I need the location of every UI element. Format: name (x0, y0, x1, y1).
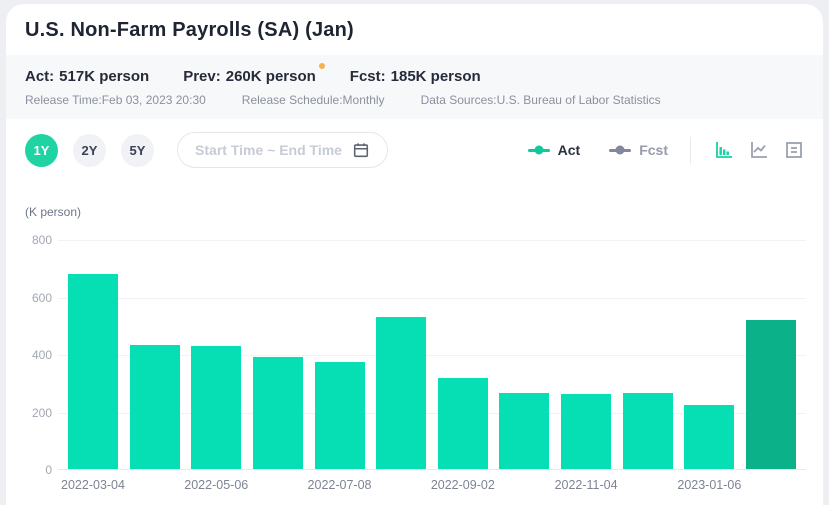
bar-chart-icon[interactable] (713, 139, 735, 161)
y-tick-600: 600 (31, 290, 52, 305)
gridline-800 (58, 240, 806, 241)
legend-item-fcst[interactable]: Fcst (609, 142, 668, 158)
calendar-icon (352, 141, 370, 159)
stat-previous-value: 260K person (225, 68, 316, 85)
legend-act-label: Act (557, 142, 581, 158)
card-header: U.S. Non-Farm Payrolls (SA) (Jan) (6, 4, 823, 55)
chart-controls: 1Y 2Y 5Y Start Time ~ End Time Act Fcs (25, 132, 805, 168)
line-chart-icon[interactable] (748, 139, 770, 161)
stat-actual-value: 517K person (59, 68, 150, 85)
chart-legend: Act Fcst (527, 142, 668, 158)
y-axis-tick-labels: 0 200 400 600 800 (6, 233, 52, 477)
y-axis-unit-label: (K person) (25, 205, 82, 219)
bar-2023-01-06[interactable] (684, 404, 735, 469)
bar-index-9[interactable] (622, 393, 673, 469)
y-tick-200: 200 (31, 405, 52, 420)
page-title: U.S. Non-Farm Payrolls (SA) (Jan) (25, 19, 354, 41)
plot-area (58, 240, 806, 470)
gridline-200 (58, 412, 806, 414)
stat-actual: Act: 517K person (25, 68, 149, 85)
stat-forecast: Fcst: 185K person (350, 68, 481, 85)
x-tick-2023-01-06: 2023-01-06 (677, 478, 742, 492)
x-tick-2022-11-04: 2022-11-04 (554, 478, 618, 492)
gridline-400 (58, 355, 806, 356)
revision-dot (318, 63, 325, 69)
stat-previous-label: Prev: (183, 68, 221, 85)
stats-row: Act: 517K person Prev: 260K person Fcst: 18… (25, 63, 803, 85)
bar-index-3[interactable] (252, 356, 303, 469)
data-list-icon[interactable] (783, 139, 805, 161)
range-button-5y[interactable]: 5Y (121, 133, 154, 167)
indicator-card: U.S. Non-Farm Payrolls (SA) (Jan) Act: 51… (6, 4, 823, 505)
range-button-2y[interactable]: 2Y (73, 133, 106, 167)
x-axis-tick-labels: 2022-03-04 2022-05-06 2022-07-08 2022-09-02… (58, 478, 806, 498)
x-tick-2022-03-04: 2022-03-04 (61, 478, 125, 492)
x-tick-2022-05-06: 2022-05-06 (184, 478, 249, 492)
release-time: Release Time:Feb 03, 2023 20:30 (25, 93, 206, 107)
bar-2022-03-04[interactable] (68, 274, 118, 469)
x-tick-2022-07-08: 2022-07-08 (307, 478, 372, 492)
stat-forecast-label: Fcst: (349, 68, 386, 85)
date-range-placeholder: Start Time ~ End Time (195, 142, 342, 158)
bar-index-1[interactable] (129, 345, 180, 469)
stat-previous: Prev: 260K person (183, 63, 325, 85)
bar-index-5[interactable] (376, 317, 427, 469)
y-tick-800: 800 (31, 233, 52, 247)
act-series-marker (527, 148, 550, 152)
fcst-series-marker (609, 148, 632, 152)
stat-forecast-value: 185K person (390, 68, 481, 85)
bar-index-11[interactable] (746, 320, 796, 469)
meta-row: Release Time:Feb 03, 2023 20:30 Release … (25, 93, 803, 107)
date-range-input[interactable]: Start Time ~ End Time (177, 132, 388, 168)
legend-item-act[interactable]: Act (527, 142, 581, 158)
view-mode-buttons (713, 139, 805, 161)
y-tick-400: 400 (31, 348, 52, 362)
y-tick-0: 0 (45, 463, 52, 477)
bar-2022-09-02[interactable] (437, 378, 488, 469)
stats-strip: Act: 517K person Prev: 260K person Fcst: 18… (6, 55, 823, 119)
stat-actual-label: Act: (25, 68, 55, 85)
bar-2022-05-06[interactable] (191, 345, 242, 469)
bar-2022-07-08[interactable] (314, 362, 365, 469)
release-schedule: Release Schedule:Monthly (241, 93, 385, 107)
bar-index-7[interactable] (499, 393, 550, 469)
legend-fcst-label: Fcst (639, 142, 668, 158)
data-sources: Data Sources:U.S. Bureau of Labor Statis… (420, 93, 661, 107)
gridline-600 (58, 297, 806, 299)
x-tick-2022-09-02: 2022-09-02 (430, 478, 495, 492)
bar-2022-11-04[interactable] (561, 393, 612, 469)
range-button-1y[interactable]: 1Y (25, 133, 58, 167)
toolbar-divider (690, 136, 691, 164)
